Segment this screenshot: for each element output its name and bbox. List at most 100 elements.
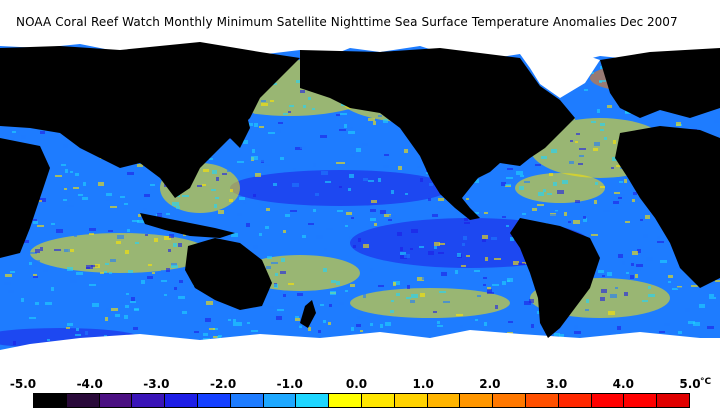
anomaly-speckle [351, 154, 355, 157]
anomaly-speckle [178, 243, 182, 247]
anomaly-speckle [631, 263, 634, 266]
antarctic-ice [0, 330, 720, 371]
anomaly-speckle [657, 236, 661, 239]
anomaly-speckle [137, 220, 144, 223]
anomaly-speckle [64, 188, 67, 190]
anomaly-speckle [594, 142, 600, 146]
anomaly-speckle [299, 325, 302, 328]
anomaly-speckle [178, 296, 185, 299]
anomaly-speckle [622, 261, 625, 265]
anomaly-speckle [388, 219, 392, 221]
anomaly-speckle [642, 300, 648, 302]
anomaly-speckle [612, 208, 617, 210]
anomaly-speckle [358, 238, 361, 242]
anomaly-speckle [339, 129, 346, 131]
anomaly-speckle [439, 243, 445, 245]
anomaly-speckle [261, 159, 264, 162]
colorbar-swatch-6 [230, 394, 264, 407]
anomaly-speckle [33, 274, 37, 276]
anomaly-speckle [137, 164, 143, 167]
anomaly-speckle [164, 294, 167, 296]
anomaly-speckle [135, 242, 139, 244]
anomaly-speckle [39, 198, 46, 202]
anomaly-speckle [29, 317, 36, 319]
anomaly-speckle [455, 270, 458, 274]
anomaly-speckle [157, 213, 162, 217]
anomaly-speckle [524, 181, 530, 183]
anomaly-speckle [130, 301, 136, 303]
anomaly-speckle [477, 295, 481, 297]
anomaly-speckle [216, 177, 219, 181]
anomaly-speckle [474, 212, 479, 214]
anomaly-speckle [371, 200, 377, 203]
anomaly-speckle [218, 210, 224, 214]
anomaly-speckle [308, 327, 311, 331]
anomaly-speckle [516, 171, 523, 175]
anomaly-speckle [607, 105, 612, 108]
anomaly-speckle [349, 236, 352, 239]
anomaly-speckle [404, 254, 410, 258]
anomaly-speckle [280, 157, 284, 160]
anomaly-speckle [209, 158, 213, 160]
anomaly-speckle [554, 333, 560, 336]
colorbar-tick-label: 3.0 [545, 377, 568, 391]
anomaly-speckle [356, 324, 361, 327]
anomaly-speckle [252, 149, 255, 153]
anomaly-speckle [519, 186, 524, 190]
anomaly-speckle [323, 268, 327, 272]
anomaly-speckle [437, 206, 443, 209]
anomaly-speckle [326, 228, 333, 230]
anomaly-speckle [541, 156, 547, 159]
colorbar-swatch-9 [329, 394, 362, 407]
anomaly-speckle [363, 294, 366, 298]
anomaly-speckle [356, 148, 361, 152]
anomaly-speckle [466, 255, 470, 257]
anomaly-speckle [267, 256, 272, 259]
anomaly-speckle [551, 149, 557, 153]
colorbar-swatch-8 [296, 394, 330, 407]
anomaly-speckle [378, 115, 382, 117]
anomaly-speckle [417, 277, 424, 281]
anomaly-speckle [482, 235, 488, 239]
anomaly-speckle [374, 223, 377, 226]
colorbar-tick-label: -5.0 [9, 377, 37, 391]
anomaly-speckle [529, 299, 534, 303]
continents [0, 42, 720, 338]
anomaly-speckle [89, 233, 94, 235]
anomaly-region [30, 233, 210, 273]
anomaly-speckle [205, 318, 211, 322]
anomaly-speckle [171, 263, 177, 266]
anomaly-speckle [47, 339, 50, 341]
anomaly-speckle [201, 306, 206, 308]
colorbar-tick-label: -3.0 [143, 377, 170, 391]
anomaly-speckle [385, 322, 391, 326]
anomaly-speckle [341, 162, 345, 164]
anomaly-speckle [308, 97, 311, 100]
colorbar-tick-label: 5.0 [679, 377, 701, 391]
anomaly-speckle [643, 234, 648, 238]
anomaly-speckle [404, 149, 408, 153]
anomaly-speckle [410, 248, 413, 250]
anomaly-speckle [194, 331, 199, 333]
anomaly-speckle [690, 125, 695, 128]
anomaly-speckle [553, 182, 557, 186]
anomaly-speckle [21, 298, 24, 302]
anomaly-speckle [474, 270, 480, 272]
anomaly-speckle [60, 177, 63, 180]
anomaly-speckle [422, 276, 428, 280]
anomaly-speckle [63, 199, 67, 201]
anomaly-speckle [154, 238, 158, 242]
anomaly-speckle [105, 263, 109, 265]
anomaly-speckle [67, 323, 73, 326]
anomaly-speckle [128, 270, 133, 273]
anomaly-speckle [110, 206, 117, 208]
anomaly-speckle [320, 135, 327, 138]
anomaly-speckle [229, 199, 233, 202]
south-america [510, 218, 600, 338]
anomaly-speckle [368, 118, 375, 121]
anomaly-speckle [145, 234, 148, 236]
colorbar-labels: -5.0 -4.0 -3.0 -2.0 -1.0 0.0 1.0 2.0 3.0 4.0 5.0 [0, 377, 720, 393]
anomaly-speckle [518, 263, 525, 265]
anomaly-speckle [10, 271, 15, 273]
anomaly-speckle [315, 193, 319, 196]
